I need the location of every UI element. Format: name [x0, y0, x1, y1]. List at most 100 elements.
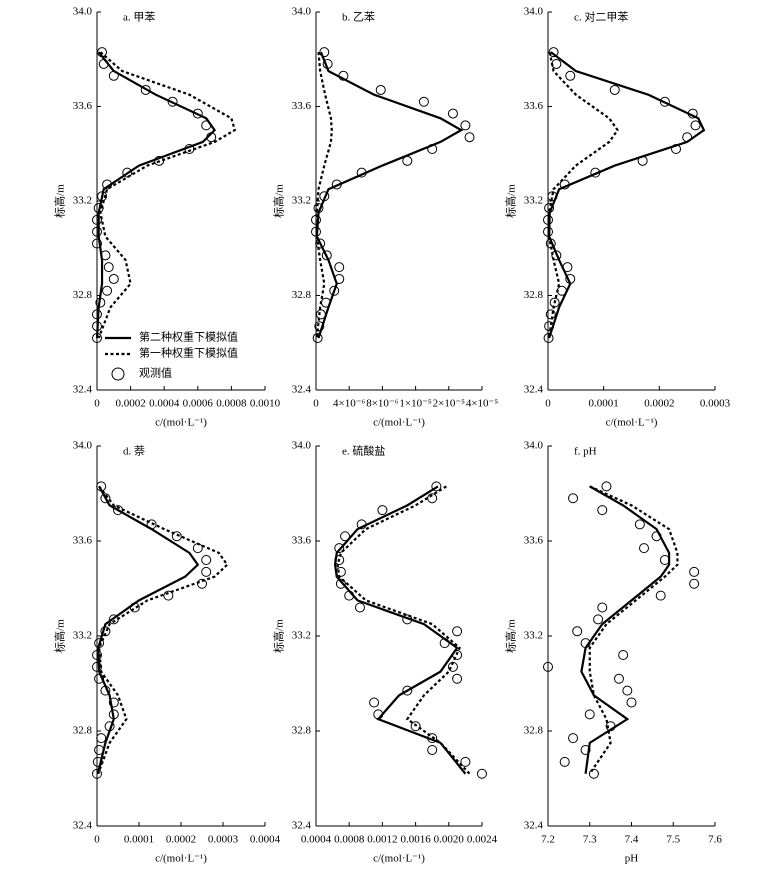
observed-point [687, 108, 698, 119]
panel-title: c. 对二甲苯 [574, 10, 628, 24]
observed-point [584, 709, 595, 720]
observed-point [418, 96, 429, 107]
observed-point [96, 481, 107, 492]
observed-point [311, 226, 321, 237]
model-line [315, 51, 464, 339]
observed-point [639, 543, 650, 554]
y-tick-label: 33.6 [524, 100, 544, 112]
y-tick-label: 33.2 [73, 195, 92, 207]
x-tick-label: 0.0004 [149, 398, 180, 410]
x-axis-label: c/(mol·L⁻¹) [155, 417, 207, 429]
observed-point [93, 203, 104, 214]
observed-point [547, 191, 558, 202]
model-line [548, 51, 619, 339]
y-tick-label: 34.0 [73, 6, 93, 18]
y-tick-label: 34.0 [292, 440, 312, 452]
observed-point [201, 555, 212, 565]
x-tick-label: 7.5 [666, 834, 680, 846]
y-tick-label: 34.0 [73, 440, 93, 452]
observed-point [375, 84, 386, 95]
observed-point [312, 333, 323, 344]
observed-point [315, 309, 326, 320]
x-tick-label: 7.4 [625, 834, 639, 846]
observed-point [545, 309, 556, 320]
observed-point [154, 155, 165, 166]
observed-point [590, 167, 601, 178]
observed-point [634, 519, 645, 530]
observed-point [201, 566, 212, 577]
observed-point [163, 590, 174, 601]
x-tick-label: 7.6 [708, 834, 722, 846]
x-tick-label: 0.0006 [183, 398, 214, 410]
observed-point [447, 108, 458, 119]
panel: 32.4 32.8 33.2 33.6 34.0 0 4×10⁻⁶ 8×10⁻⁶ 1×10⁻⁵ 2… [272, 6, 499, 429]
x-tick-label: 4×10⁻⁶ [333, 398, 366, 410]
x-tick-label: 2×10⁻⁵ [433, 398, 466, 410]
observed-point [92, 756, 103, 767]
observed-point [618, 650, 629, 660]
y-tick-label: 33.2 [524, 195, 543, 207]
observed-point [402, 155, 413, 166]
y-tick-label: 32.4 [524, 384, 544, 396]
observed-point [431, 481, 442, 492]
observed-point [452, 673, 463, 684]
observed-point [551, 58, 562, 69]
y-tick-label: 32.4 [292, 384, 312, 396]
x-tick-label: 0.0012 [367, 834, 397, 846]
observed-point [334, 555, 345, 565]
observed-point [97, 191, 108, 202]
observed-point [601, 481, 612, 492]
observed-point [568, 733, 579, 744]
observed-point [580, 745, 591, 755]
y-tick-label: 32.4 [292, 820, 312, 832]
observed-point [192, 543, 203, 554]
observed-point [102, 179, 113, 190]
observed-point [103, 262, 114, 273]
panel: 32.4 32.8 33.2 33.6 34.0 0 0.0001 0.0002 0.0003 c… [504, 6, 731, 429]
y-tick-label: 32.4 [524, 820, 544, 832]
observed-point [167, 96, 178, 107]
x-tick-label: 0 [313, 398, 319, 410]
y-tick-label: 32.8 [73, 725, 93, 737]
y-axis-label: 标高/m [272, 619, 286, 653]
observed-point [92, 321, 102, 332]
observed-point [146, 519, 157, 530]
y-tick-label: 33.6 [292, 535, 312, 547]
observed-point [335, 566, 346, 577]
observed-point [98, 58, 109, 69]
observed-point [689, 578, 700, 589]
observed-point [97, 47, 108, 58]
x-tick-label: 7.2 [541, 834, 555, 846]
observed-point [108, 273, 119, 284]
observed-point [544, 321, 555, 332]
observed-point [544, 203, 555, 214]
y-tick-label: 32.8 [73, 289, 93, 301]
model-line [97, 485, 229, 775]
x-tick-label: 0.0003 [700, 398, 731, 410]
legend-label: 第一种权重下模拟值 [139, 346, 238, 360]
x-tick-label: 0.0002 [644, 398, 674, 410]
x-tick-label: 0.0004 [301, 834, 332, 846]
observed-point [92, 226, 102, 237]
observed-point [597, 602, 608, 613]
observed-point [329, 285, 340, 296]
x-tick-label: 0.0008 [334, 834, 365, 846]
x-tick-label: 0.0008 [216, 398, 247, 410]
observed-point [100, 685, 111, 696]
observed-point [452, 650, 463, 660]
observed-point [543, 661, 553, 672]
observed-point [548, 47, 559, 58]
observed-point [354, 602, 365, 613]
observed-point [565, 273, 576, 284]
observed-point [543, 226, 553, 237]
observed-point [94, 673, 105, 684]
observed-point [322, 58, 333, 69]
x-tick-label: 0.0004 [250, 834, 281, 846]
x-tick-label: 0 [545, 398, 551, 410]
observed-point [597, 505, 608, 516]
y-tick-label: 33.2 [292, 195, 311, 207]
observed-point [543, 333, 554, 344]
observed-point [94, 638, 105, 649]
observed-point [197, 578, 207, 589]
